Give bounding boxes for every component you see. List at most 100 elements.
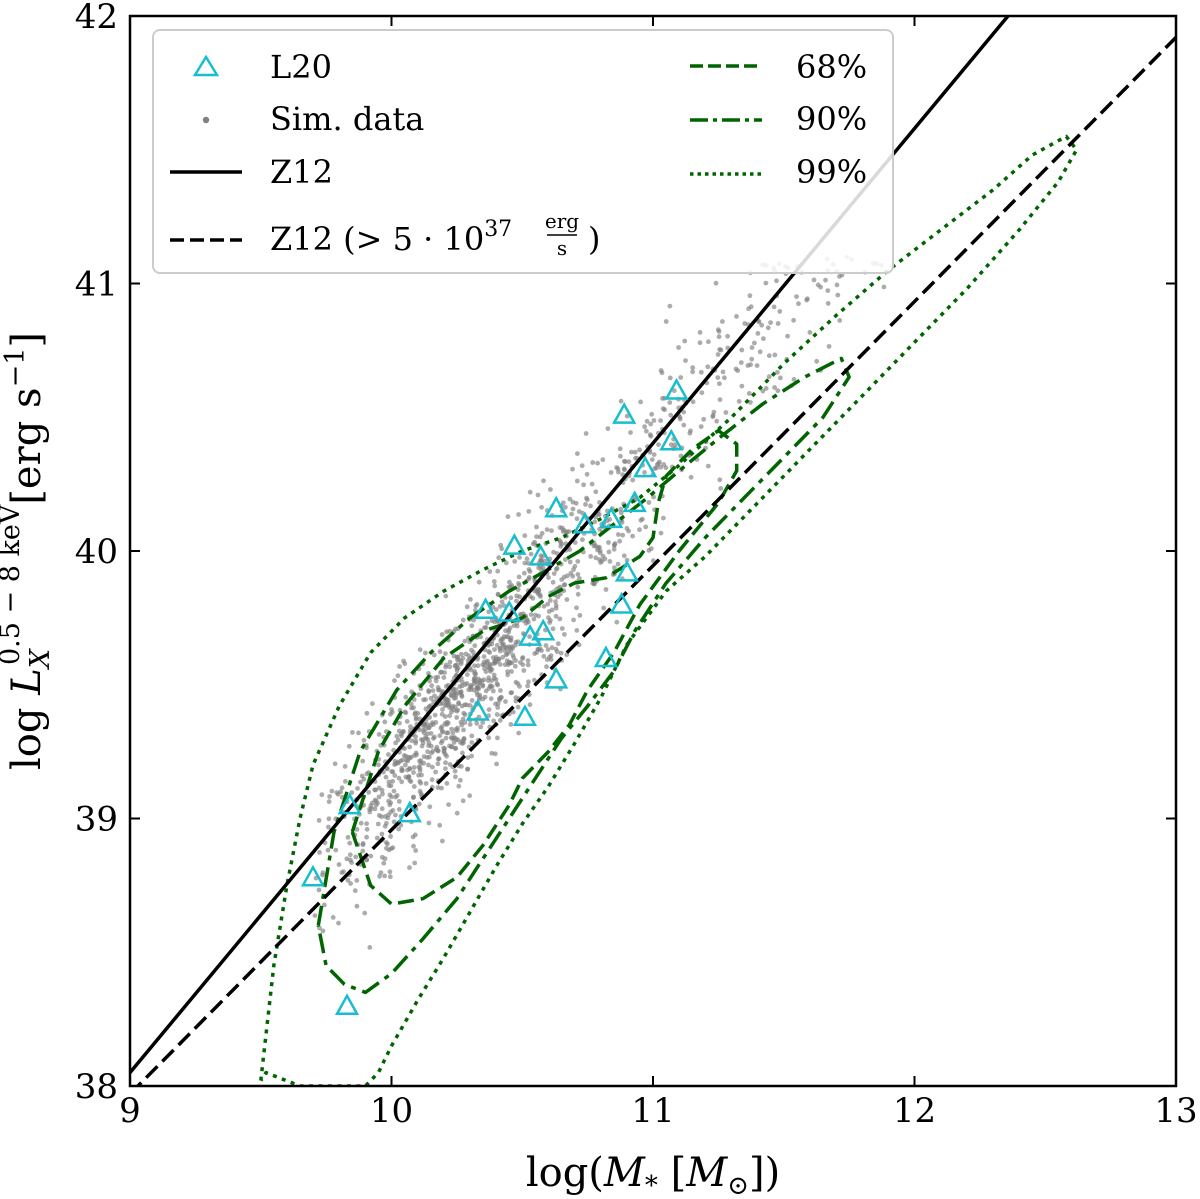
sim-point	[346, 743, 352, 749]
sim-point	[583, 431, 589, 436]
sim-point	[441, 749, 447, 755]
sim-point	[375, 821, 381, 827]
sim-point	[563, 504, 568, 510]
sim-point	[531, 677, 537, 683]
sim-point	[389, 707, 394, 712]
sim-point	[575, 559, 581, 564]
sim-point	[492, 647, 497, 652]
sim-point	[486, 707, 492, 712]
sim-point	[427, 804, 433, 810]
sim-point	[438, 740, 444, 746]
sim-point	[370, 701, 375, 707]
sim-point	[766, 374, 772, 380]
l20-point	[473, 597, 498, 620]
y-tick-label: 40	[75, 532, 118, 572]
sim-point	[459, 692, 465, 698]
sim-point	[558, 650, 564, 656]
sim-point	[400, 757, 405, 763]
sim-point	[537, 534, 543, 540]
l20-point	[614, 559, 640, 582]
sim-point	[388, 711, 393, 717]
sim-point	[775, 388, 781, 394]
sim-point	[431, 736, 436, 741]
sim-point	[718, 486, 724, 491]
sim-point	[544, 527, 550, 532]
sim-point	[327, 794, 332, 799]
sim-point	[449, 744, 455, 750]
sim-point	[498, 542, 504, 548]
sim-point	[316, 818, 322, 823]
sim-point	[489, 750, 495, 756]
sim-point	[547, 598, 553, 603]
sim-point	[481, 677, 487, 683]
sim-point	[469, 740, 475, 745]
sim-point	[507, 645, 513, 651]
sim-point	[541, 653, 547, 659]
sim-point	[736, 399, 742, 404]
sim-point	[488, 696, 494, 702]
sim-point	[478, 724, 484, 730]
sim-point	[395, 673, 401, 679]
sim-point	[419, 737, 424, 742]
legend-fraction-numerator: erg	[545, 209, 579, 233]
sim-point	[714, 418, 720, 424]
sim-point	[430, 720, 435, 725]
sim-point	[505, 514, 511, 519]
sim-point	[392, 678, 397, 683]
x-axis-label: log(M* [M⊙])	[526, 1150, 780, 1199]
l20-point	[300, 864, 326, 887]
sim-point	[443, 699, 449, 705]
sim-point	[364, 710, 370, 716]
sim-point	[349, 790, 355, 795]
sim-point	[412, 860, 418, 866]
sim-point	[541, 478, 546, 484]
sim-point	[527, 489, 533, 495]
sim-point	[738, 360, 744, 365]
sim-point	[543, 643, 549, 648]
sim-point	[561, 582, 567, 588]
sim-point	[527, 702, 533, 708]
sim-point	[539, 530, 545, 536]
sim-point	[555, 641, 561, 647]
sim-point	[403, 762, 408, 768]
sim-point	[469, 753, 474, 759]
sim-point	[443, 664, 448, 670]
sim-point	[367, 945, 373, 950]
sim-point	[486, 735, 492, 741]
sim-point	[399, 779, 405, 785]
sim-point	[592, 581, 597, 587]
l20-point	[664, 377, 689, 400]
sim-point	[394, 733, 400, 739]
sim-point	[506, 649, 512, 655]
sim-point	[444, 781, 450, 786]
sim-point	[350, 730, 355, 735]
sim-point	[687, 430, 693, 436]
y-axis-label: log LX0.5 − 8 keV[erg s−1]	[0, 332, 56, 770]
sim-point	[360, 848, 366, 854]
sim-point	[510, 709, 516, 715]
sim-point	[571, 567, 576, 572]
sim-point	[461, 736, 467, 741]
sim-point	[500, 654, 506, 660]
sim-point	[387, 792, 393, 798]
x-tick-label: 12	[893, 1091, 936, 1131]
sim-point	[437, 649, 443, 655]
sim-point	[597, 550, 603, 556]
sim-point	[626, 528, 631, 534]
sim-point	[360, 842, 366, 848]
sim-point	[814, 358, 820, 364]
legend-dot-icon	[202, 116, 210, 124]
sim-point	[772, 352, 778, 358]
sim-point	[455, 725, 460, 731]
sim-point	[535, 492, 541, 498]
sim-point	[557, 525, 563, 530]
sim-point	[467, 722, 473, 727]
legend-fraction-denominator: s	[557, 236, 567, 260]
sim-point	[373, 802, 379, 808]
sim-point	[514, 593, 520, 599]
sim-point	[441, 745, 447, 751]
sim-point	[559, 626, 565, 631]
sim-point	[771, 304, 777, 310]
sim-point	[723, 410, 729, 415]
sim-point	[407, 865, 412, 870]
